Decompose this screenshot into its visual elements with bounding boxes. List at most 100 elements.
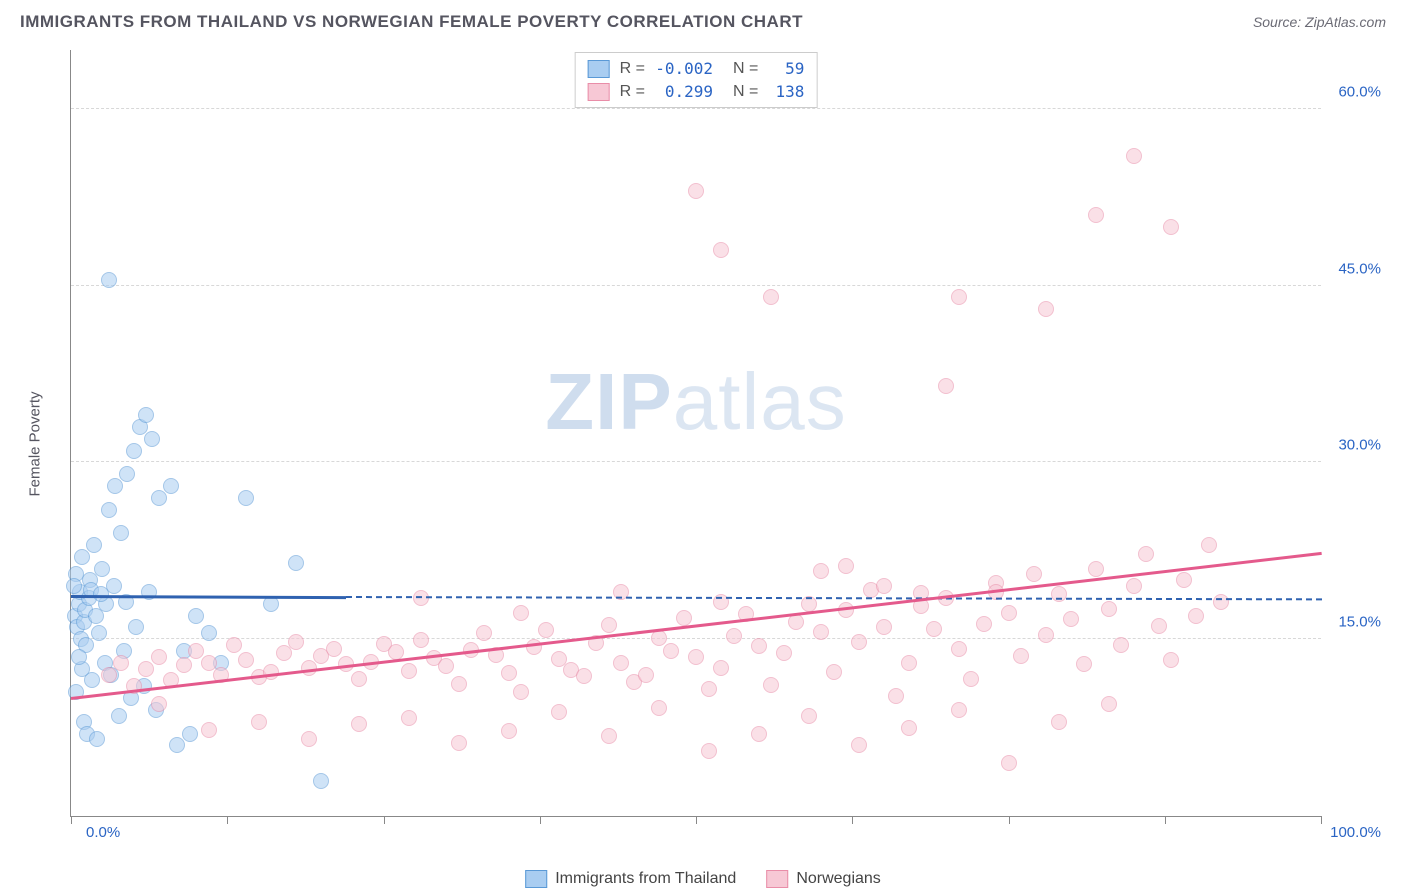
data-point-norwegians	[276, 645, 292, 661]
source-credit: Source: ZipAtlas.com	[1253, 14, 1386, 30]
data-point-norwegians	[1063, 611, 1079, 627]
data-point-norwegians	[451, 735, 467, 751]
data-point-norwegians	[251, 714, 267, 730]
data-point-norwegians	[438, 658, 454, 674]
data-point-norwegians	[951, 641, 967, 657]
data-point-thailand	[71, 649, 87, 665]
data-point-norwegians	[663, 643, 679, 659]
data-point-thailand	[182, 726, 198, 742]
data-point-norwegians	[651, 700, 667, 716]
data-point-norwegians	[726, 628, 742, 644]
data-point-norwegians	[701, 681, 717, 697]
data-point-norwegians	[301, 660, 317, 676]
data-point-norwegians	[813, 563, 829, 579]
legend-label-thailand: Immigrants from Thailand	[555, 870, 736, 888]
data-point-norwegians	[576, 668, 592, 684]
data-point-thailand	[86, 537, 102, 553]
x-tick	[384, 816, 385, 824]
n-label: N =	[733, 60, 758, 78]
data-point-norwegians	[826, 664, 842, 680]
data-point-thailand	[111, 708, 127, 724]
data-point-norwegians	[1001, 755, 1017, 771]
data-point-thailand	[113, 525, 129, 541]
chart-title: IMMIGRANTS FROM THAILAND VS NORWEGIAN FE…	[20, 12, 803, 32]
plot-area: ZIPatlas R = -0.002 N = 59 R = 0.299 N =…	[70, 50, 1321, 817]
n-value-thailand: 59	[768, 59, 804, 78]
data-point-norwegians	[1201, 537, 1217, 553]
swatch-thailand-icon	[525, 870, 547, 888]
data-point-thailand	[126, 443, 142, 459]
data-point-norwegians	[776, 645, 792, 661]
data-point-norwegians	[1176, 572, 1192, 588]
data-point-norwegians	[751, 726, 767, 742]
data-point-thailand	[66, 578, 82, 594]
data-point-norwegians	[688, 649, 704, 665]
legend-label-norwegians: Norwegians	[796, 870, 880, 888]
swatch-norwegians-icon	[766, 870, 788, 888]
data-point-norwegians	[951, 289, 967, 305]
x-tick	[1009, 816, 1010, 824]
data-point-norwegians	[113, 655, 129, 671]
data-point-norwegians	[963, 671, 979, 687]
x-tick	[1321, 816, 1322, 824]
data-point-thailand	[94, 561, 110, 577]
r-value-norwegians: 0.299	[655, 82, 713, 101]
data-point-norwegians	[138, 661, 154, 677]
data-point-norwegians	[1126, 578, 1142, 594]
data-point-norwegians	[713, 660, 729, 676]
x-tick	[1165, 816, 1166, 824]
data-point-norwegians	[1126, 148, 1142, 164]
trend-line-extension	[346, 596, 1322, 600]
data-point-norwegians	[151, 649, 167, 665]
data-point-thailand	[101, 502, 117, 518]
data-point-norwegians	[938, 378, 954, 394]
data-point-norwegians	[713, 242, 729, 258]
series-legend: Immigrants from Thailand Norwegians	[525, 870, 881, 888]
r-label: R =	[620, 60, 645, 78]
data-point-thailand	[163, 478, 179, 494]
gridline	[71, 285, 1321, 286]
data-point-thailand	[101, 272, 117, 288]
data-point-norwegians	[1101, 696, 1117, 712]
data-point-norwegians	[1038, 301, 1054, 317]
data-point-norwegians	[651, 630, 667, 646]
y-tick-label: 60.0%	[1326, 83, 1381, 100]
legend-row-norwegians: R = 0.299 N = 138	[588, 80, 805, 103]
data-point-thailand	[106, 578, 122, 594]
data-point-norwegians	[551, 704, 567, 720]
y-tick-label: 15.0%	[1326, 614, 1381, 631]
data-point-norwegians	[901, 720, 917, 736]
data-point-norwegians	[876, 578, 892, 594]
data-point-norwegians	[538, 622, 554, 638]
swatch-norwegians	[588, 83, 610, 101]
data-point-thailand	[89, 731, 105, 747]
data-point-norwegians	[476, 625, 492, 641]
correlation-legend: R = -0.002 N = 59 R = 0.299 N = 138	[575, 52, 818, 108]
data-point-norwegians	[888, 688, 904, 704]
data-point-norwegians	[638, 667, 654, 683]
data-point-norwegians	[226, 637, 242, 653]
data-point-norwegians	[513, 605, 529, 621]
data-point-thailand	[288, 555, 304, 571]
data-point-norwegians	[351, 716, 367, 732]
data-point-norwegians	[926, 621, 942, 637]
x-axis-max-label: 100.0%	[1330, 824, 1381, 841]
data-point-thailand	[144, 431, 160, 447]
data-point-norwegians	[951, 702, 967, 718]
gridline	[71, 638, 1321, 639]
data-point-norwegians	[501, 665, 517, 681]
data-point-norwegians	[1076, 656, 1092, 672]
n-value-norwegians: 138	[768, 82, 804, 101]
data-point-norwegians	[501, 723, 517, 739]
y-tick-label: 45.0%	[1326, 260, 1381, 277]
data-point-thailand	[188, 608, 204, 624]
data-point-thailand	[201, 625, 217, 641]
data-point-thailand	[238, 490, 254, 506]
data-point-norwegians	[1138, 546, 1154, 562]
data-point-norwegians	[176, 657, 192, 673]
gridline	[71, 108, 1321, 109]
data-point-norwegians	[301, 731, 317, 747]
data-point-norwegians	[601, 617, 617, 633]
data-point-norwegians	[1188, 608, 1204, 624]
n-label: N =	[733, 83, 758, 101]
